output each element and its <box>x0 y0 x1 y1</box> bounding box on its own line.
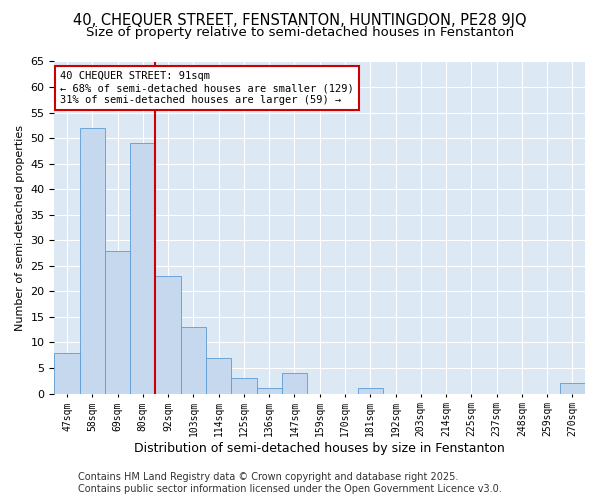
Bar <box>231 378 257 394</box>
Text: 40, CHEQUER STREET, FENSTANTON, HUNTINGDON, PE28 9JQ: 40, CHEQUER STREET, FENSTANTON, HUNTINGD… <box>73 12 527 28</box>
Y-axis label: Number of semi-detached properties: Number of semi-detached properties <box>15 124 25 330</box>
Bar <box>181 327 206 394</box>
Bar <box>257 388 282 394</box>
Bar <box>80 128 105 394</box>
Bar <box>155 276 181 394</box>
Text: Contains HM Land Registry data © Crown copyright and database right 2025.
Contai: Contains HM Land Registry data © Crown c… <box>78 472 502 494</box>
Bar <box>358 388 383 394</box>
Text: 40 CHEQUER STREET: 91sqm
← 68% of semi-detached houses are smaller (129)
31% of : 40 CHEQUER STREET: 91sqm ← 68% of semi-d… <box>60 72 353 104</box>
Bar <box>282 373 307 394</box>
Bar <box>560 384 585 394</box>
Bar <box>206 358 231 394</box>
Bar <box>130 143 155 394</box>
Bar <box>105 250 130 394</box>
Text: Size of property relative to semi-detached houses in Fenstanton: Size of property relative to semi-detach… <box>86 26 514 39</box>
X-axis label: Distribution of semi-detached houses by size in Fenstanton: Distribution of semi-detached houses by … <box>134 442 505 455</box>
Bar <box>55 352 80 394</box>
